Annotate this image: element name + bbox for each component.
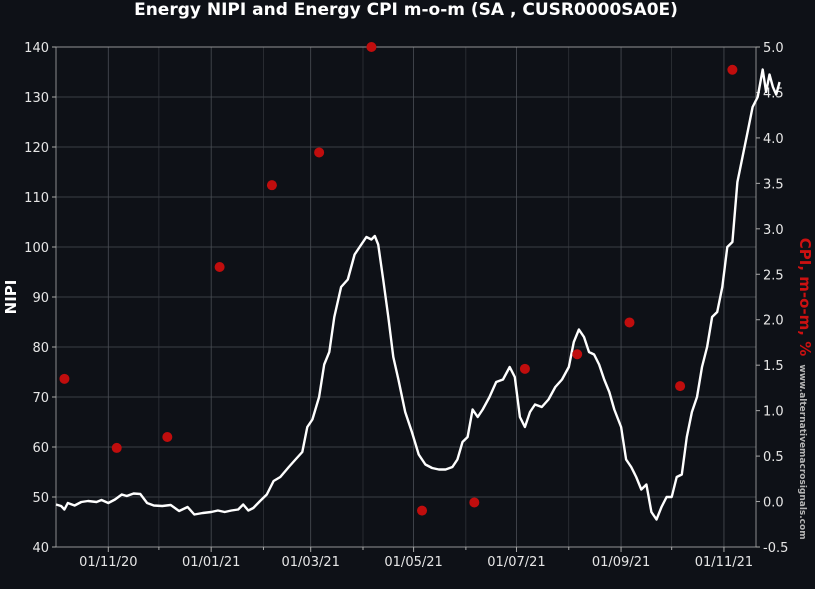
y-tick-label: 50 [32,491,49,506]
y2-tick-label: 3.5 [763,177,784,192]
watermark-text: www.alternativemacrosignals.com [797,364,807,539]
y2-tick-label: 2.5 [763,268,784,283]
y-tick-label: 110 [24,191,49,206]
cpi-point [727,64,738,75]
y-tick-label: 40 [32,541,49,556]
y-tick-label: 60 [32,441,49,456]
y2-tick-label: 5.0 [763,41,784,56]
y-tick-label: 90 [32,291,49,306]
cpi-point [469,497,480,508]
x-tick-label: 01/11/21 [695,555,753,570]
x-tick-label: 01/01/21 [182,555,240,570]
y2-tick-label: 1.5 [763,359,784,374]
y-axis-label: NIPI [2,280,20,315]
x-tick-label: 01/07/21 [487,555,545,570]
cpi-point [266,180,277,191]
y2-axis-label: CPI, m-o-m, % [796,238,814,356]
y-axis-right: -0.50.00.51.01.52.02.53.03.54.04.55.0 [756,41,788,556]
cpi-point [675,381,686,392]
nipi-line [55,68,781,521]
cpi-point [59,373,70,384]
series-layer [55,42,781,521]
cpi-point [111,442,122,453]
y-tick-label: 100 [24,241,49,256]
y2-tick-label: 3.0 [763,223,784,238]
y2-tick-label: 2.0 [763,314,784,329]
y2-tick-label: 4.0 [763,132,784,147]
y-tick-label: 80 [32,341,49,356]
y2-tick-label: 0.0 [763,496,784,511]
y-tick-label: 120 [24,141,49,156]
cpi-point [314,147,325,158]
x-tick-label: 01/03/21 [282,555,340,570]
cpi-point [519,363,530,374]
x-tick-label: 01/09/21 [592,555,650,570]
cpi-point [214,262,225,272]
chart-title: Energy NIPI and Energy CPI m-o-m (SA , C… [134,0,678,20]
cpi-point [366,42,377,52]
x-tick-label: 01/11/20 [79,555,137,570]
x-tick-label: 01/05/21 [384,555,442,570]
cpi-point [572,349,583,360]
y-tick-label: 70 [32,391,49,406]
y-tick-label: 130 [24,91,49,106]
cpi-point [624,317,635,328]
x-axis: 01/11/20 01/01/21 01/03/21 01/05/21 01/07/21… [79,547,753,570]
cpi-point [417,505,428,516]
y-tick-label: 140 [24,41,49,56]
y-axis-left: 40 50 60 70 80 90 100 110 120 130 140 [24,41,56,556]
y2-tick-label: 0.5 [763,450,784,465]
cpi-point [162,432,173,442]
y2-tick-label: 1.0 [763,405,784,420]
y2-tick-label: -0.5 [763,541,788,556]
